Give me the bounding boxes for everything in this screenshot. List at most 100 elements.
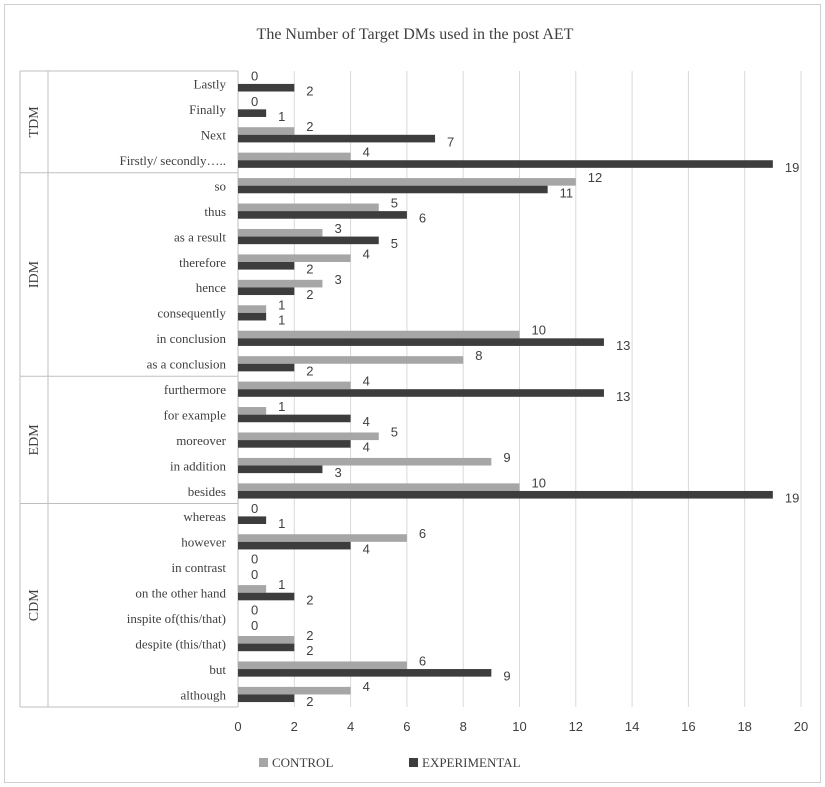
x-tick-label: 6 xyxy=(403,719,410,734)
category-label-finally: Finally xyxy=(189,102,226,117)
bar-experimental-in-conclusion xyxy=(238,338,604,346)
bar-experimental-finally xyxy=(238,109,267,117)
bar-control-hence xyxy=(238,279,323,288)
data-label-control-inspite-of-this-that: 0 xyxy=(251,603,258,618)
data-label-experimental-hence: 2 xyxy=(306,287,313,302)
data-label-experimental-lastly: 2 xyxy=(306,84,313,99)
data-label-control-besides: 10 xyxy=(532,475,546,490)
data-label-control-however: 6 xyxy=(419,526,426,541)
data-label-experimental-although: 2 xyxy=(306,694,313,709)
bar-experimental-firstly-secondly xyxy=(238,160,773,168)
chart-canvas: The Number of Target DMs used in the pos… xyxy=(19,26,808,770)
bar-experimental-for-example xyxy=(238,414,351,423)
data-label-control-thus: 5 xyxy=(391,196,398,211)
bar-experimental-so xyxy=(238,185,548,194)
x-tick-label: 2 xyxy=(291,719,298,734)
data-label-control-as-a-conclusion: 8 xyxy=(475,348,482,363)
bar-experimental-as-a-result xyxy=(238,236,379,245)
data-label-experimental-in-contrast: 0 xyxy=(251,567,258,582)
data-label-control-next: 2 xyxy=(306,119,313,134)
group-label-cdm: CDM xyxy=(27,589,42,621)
data-label-experimental-finally: 1 xyxy=(278,109,285,124)
bar-control-as-a-result xyxy=(238,228,323,237)
bar-control-moreover xyxy=(238,432,379,441)
data-label-control-furthermore: 4 xyxy=(363,374,370,389)
chart-frame: The Number of Target DMs used in the pos… xyxy=(4,4,821,783)
data-label-control-as-a-result: 3 xyxy=(334,221,341,236)
category-label-thus: thus xyxy=(204,204,226,219)
data-label-control-whereas: 0 xyxy=(251,501,258,516)
bar-experimental-thus xyxy=(238,211,407,219)
category-label-as-a-result: as a result xyxy=(174,229,226,244)
data-label-experimental-but: 9 xyxy=(503,669,510,684)
bar-control-as-a-conclusion xyxy=(238,356,464,364)
category-label-besides: besides xyxy=(188,484,226,499)
data-label-control-so: 12 xyxy=(588,170,602,185)
bar-experimental-consequently xyxy=(238,312,267,321)
data-label-experimental-firstly-secondly: 19 xyxy=(785,160,799,175)
category-label-as-a-conclusion: as a conclusion xyxy=(147,357,227,372)
data-label-experimental-so: 11 xyxy=(560,185,574,200)
data-label-experimental-as-a-result: 5 xyxy=(391,236,398,251)
legend-label-control: CONTROL xyxy=(272,755,333,770)
data-label-control-finally: 0 xyxy=(251,94,258,109)
category-label-for-example: for example xyxy=(164,407,227,422)
bar-control-however xyxy=(238,534,407,542)
data-label-control-in-contrast: 0 xyxy=(251,552,258,567)
group-label-tdm: TDM xyxy=(27,106,42,138)
group-label-edm: EDM xyxy=(27,424,42,456)
category-label-on-the-other-hand: on the other hand xyxy=(135,586,226,601)
data-label-experimental-however: 4 xyxy=(363,541,370,556)
bar-control-besides xyxy=(238,483,520,491)
bar-control-thus xyxy=(238,203,379,212)
category-label-firstly-secondly: Firstly/ secondly….. xyxy=(119,153,226,168)
data-labels: 0024125343110841591006010264217191165221… xyxy=(251,68,799,709)
x-tick-label: 0 xyxy=(234,719,241,734)
category-label-lastly: Lastly xyxy=(194,77,227,92)
category-label-moreover: moreover xyxy=(176,433,226,448)
x-tick-label: 12 xyxy=(569,719,583,734)
data-label-experimental-for-example: 4 xyxy=(363,414,370,429)
bar-experimental-therefore xyxy=(238,262,295,270)
x-tick-label: 14 xyxy=(625,719,639,734)
bar-experimental-on-the-other-hand xyxy=(238,592,295,601)
data-label-experimental-furthermore: 13 xyxy=(616,389,630,404)
data-label-control-for-example: 1 xyxy=(278,399,285,414)
data-label-control-despite-this-that: 2 xyxy=(306,628,313,643)
bar-control-for-example xyxy=(238,407,267,415)
bar-experimental-moreover xyxy=(238,440,351,448)
x-tick-label: 10 xyxy=(512,719,526,734)
category-label-next: Next xyxy=(201,128,227,143)
bar-experimental-although xyxy=(238,694,295,703)
bar-control-although xyxy=(238,686,351,695)
data-label-control-in-addition: 9 xyxy=(503,450,510,465)
x-tick-label: 18 xyxy=(737,719,751,734)
x-tick-label: 8 xyxy=(460,719,467,734)
data-label-experimental-in-addition: 3 xyxy=(334,465,341,480)
bar-experimental-but xyxy=(238,669,492,677)
category-label-consequently: consequently xyxy=(157,306,226,321)
bar-control-firstly-secondly xyxy=(238,152,351,161)
category-label-in-contrast: in contrast xyxy=(171,560,226,575)
data-label-experimental-therefore: 2 xyxy=(306,262,313,277)
category-label-hence: hence xyxy=(196,280,227,295)
data-label-experimental-moreover: 4 xyxy=(363,440,370,455)
category-label-but: but xyxy=(209,662,226,677)
group-label-idm: IDM xyxy=(27,260,42,288)
bar-control-in-conclusion xyxy=(238,330,520,339)
bar-experimental-furthermore xyxy=(238,389,604,397)
data-label-experimental-consequently: 1 xyxy=(278,312,285,327)
category-label-in-addition: in addition xyxy=(170,458,226,473)
bar-experimental-despite-this-that xyxy=(238,643,295,652)
category-label-however: however xyxy=(181,535,226,550)
x-axis-ticks: 0 2 4 6 8 10 12 14 16 18 20 xyxy=(234,719,808,734)
bar-experimental-however xyxy=(238,541,351,550)
bar-control-on-the-other-hand xyxy=(238,585,267,593)
category-label-despite-this-that: despite (this/that) xyxy=(135,636,226,651)
data-label-control-in-conclusion: 10 xyxy=(532,323,546,338)
category-groups: TDM Lastly Finally Next Firstly/ secondly…..… xyxy=(19,70,238,708)
data-label-control-therefore: 4 xyxy=(363,246,370,261)
legend-label-experimental: EXPERIMENTAL xyxy=(422,755,521,770)
data-label-control-consequently: 1 xyxy=(278,297,285,312)
data-label-control-moreover: 5 xyxy=(391,424,398,439)
